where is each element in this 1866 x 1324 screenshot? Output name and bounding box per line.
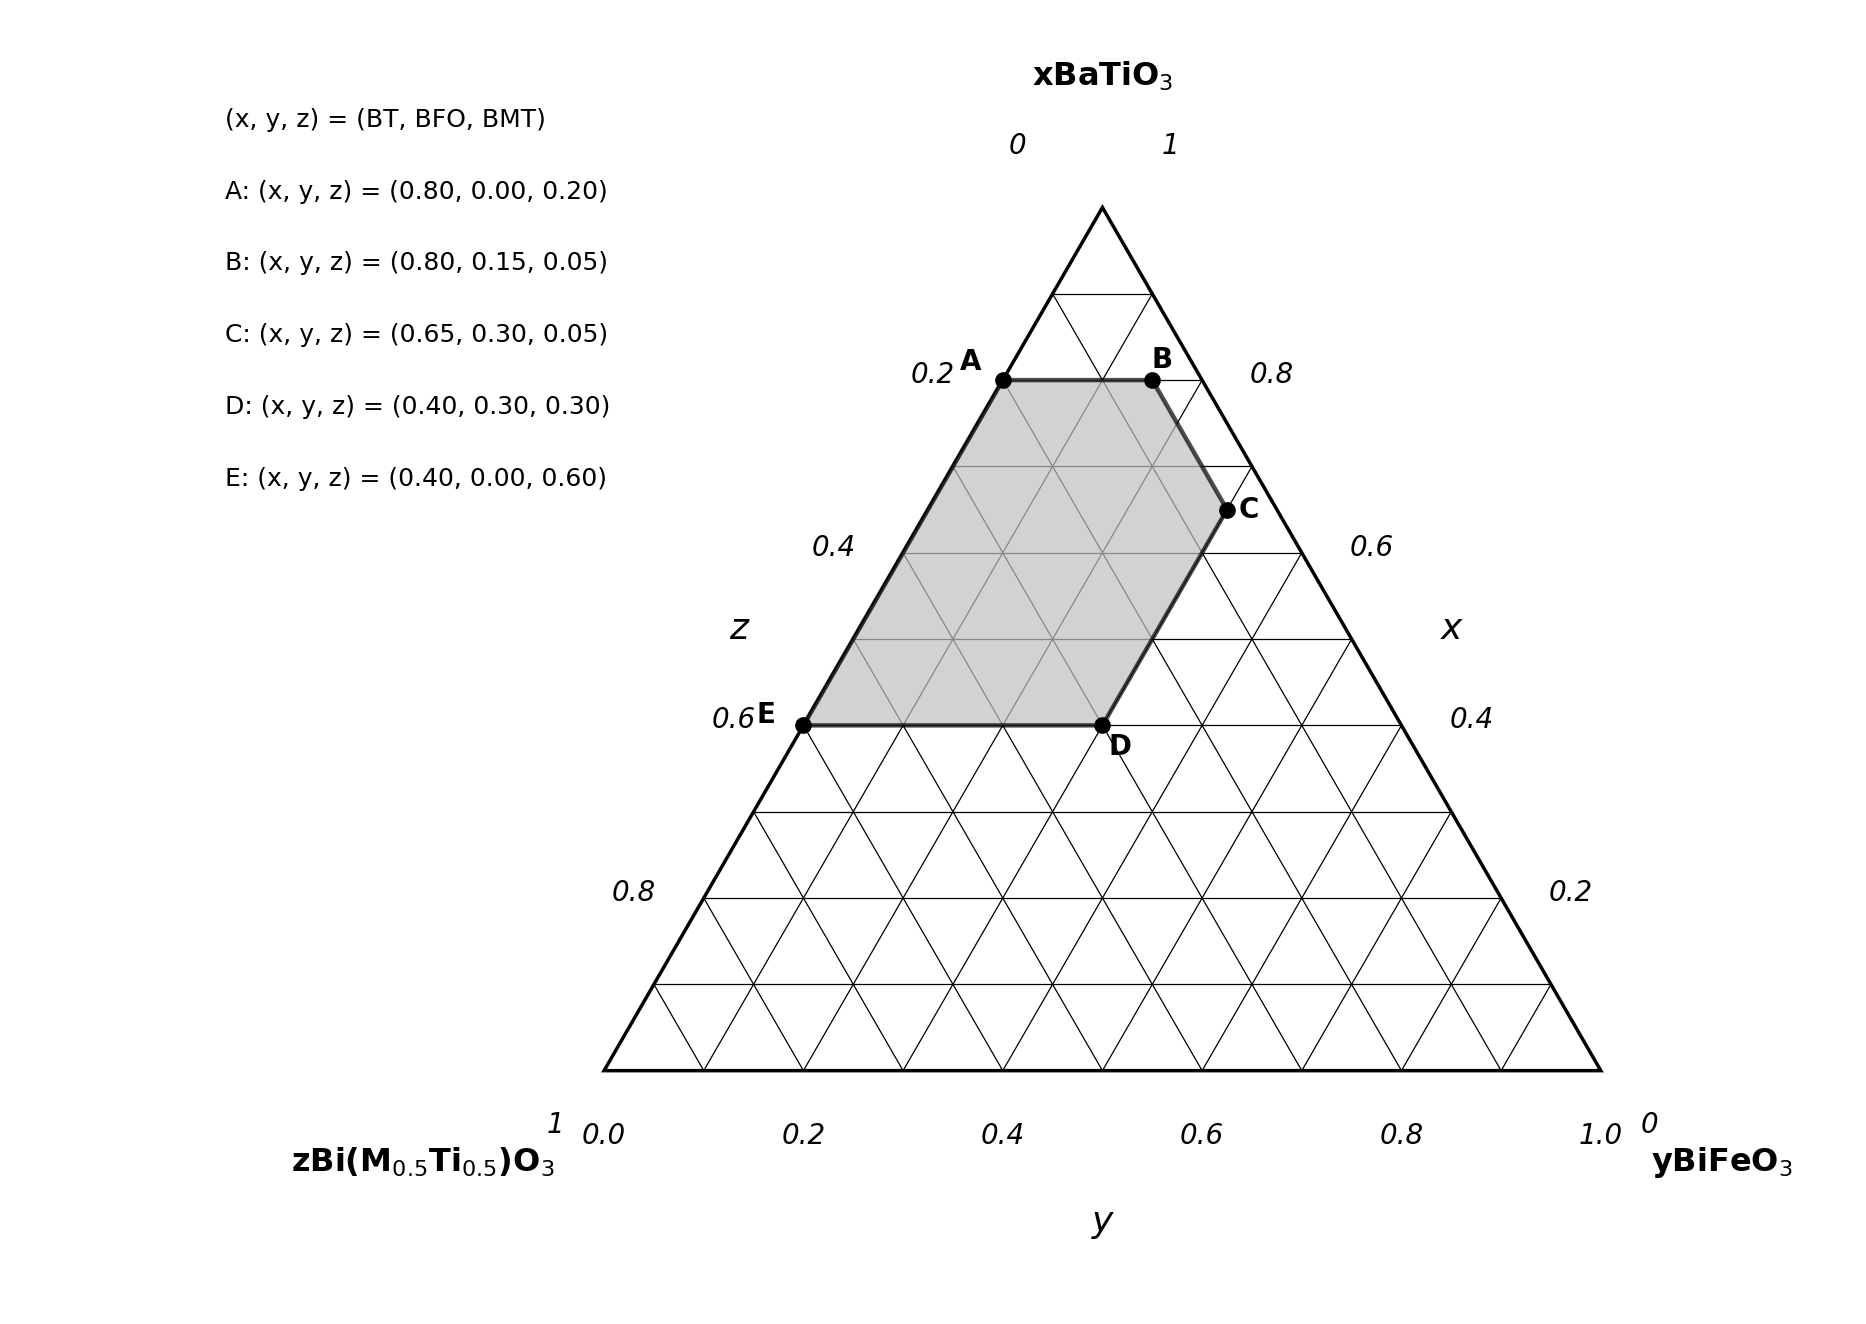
Text: 0.6: 0.6 (1349, 534, 1394, 561)
Text: E: E (756, 702, 774, 730)
Text: 0: 0 (1010, 131, 1026, 160)
Text: 0.4: 0.4 (982, 1123, 1024, 1151)
Polygon shape (804, 380, 1228, 726)
Text: B: B (1151, 346, 1174, 375)
Text: yBiFeO$_3$: yBiFeO$_3$ (1651, 1145, 1793, 1181)
Text: E: (x, y, z) = (0.40, 0.00, 0.60): E: (x, y, z) = (0.40, 0.00, 0.60) (226, 466, 606, 491)
Text: (x, y, z) = (BT, BFO, BMT): (x, y, z) = (BT, BFO, BMT) (226, 107, 547, 132)
Text: 0.8: 0.8 (1379, 1123, 1424, 1151)
Text: 0.2: 0.2 (911, 361, 955, 389)
Text: 0.8: 0.8 (612, 879, 657, 907)
Text: 0.0: 0.0 (582, 1123, 627, 1151)
Text: y: y (1092, 1205, 1114, 1239)
Text: C: (x, y, z) = (0.65, 0.30, 0.05): C: (x, y, z) = (0.65, 0.30, 0.05) (226, 323, 608, 347)
Text: 1: 1 (1161, 131, 1179, 160)
Text: 0.6: 0.6 (711, 707, 756, 735)
Text: 0: 0 (1640, 1111, 1659, 1139)
Text: 1: 1 (547, 1111, 564, 1139)
Text: 0.2: 0.2 (782, 1123, 825, 1151)
Text: 0.2: 0.2 (1549, 879, 1594, 907)
Text: z: z (730, 612, 748, 646)
Text: D: (x, y, z) = (0.40, 0.30, 0.30): D: (x, y, z) = (0.40, 0.30, 0.30) (226, 395, 610, 418)
Text: A: A (961, 348, 982, 376)
Text: A: (x, y, z) = (0.80, 0.00, 0.20): A: (x, y, z) = (0.80, 0.00, 0.20) (226, 180, 608, 204)
Text: 1.0: 1.0 (1579, 1123, 1623, 1151)
Text: xBaTiO$_3$: xBaTiO$_3$ (1032, 60, 1174, 93)
Text: 0.4: 0.4 (1450, 707, 1493, 735)
Text: B: (x, y, z) = (0.80, 0.15, 0.05): B: (x, y, z) = (0.80, 0.15, 0.05) (226, 252, 608, 275)
Text: zBi(M$_{0.5}$Ti$_{0.5}$)O$_3$: zBi(M$_{0.5}$Ti$_{0.5}$)O$_3$ (291, 1145, 554, 1178)
Text: 0.4: 0.4 (812, 534, 855, 561)
Text: D: D (1108, 733, 1133, 761)
Text: x: x (1441, 612, 1461, 646)
Text: C: C (1239, 495, 1260, 523)
Text: 0.8: 0.8 (1250, 361, 1295, 389)
Text: 0.6: 0.6 (1179, 1123, 1224, 1151)
